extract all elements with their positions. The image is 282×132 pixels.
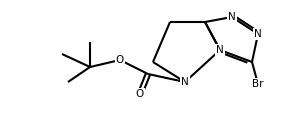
Text: O: O (116, 55, 124, 65)
Text: N: N (181, 77, 189, 87)
Text: N: N (228, 12, 236, 22)
Text: N: N (254, 29, 262, 39)
Text: O: O (136, 89, 144, 99)
Text: N: N (216, 45, 224, 55)
Text: Br: Br (252, 79, 264, 89)
